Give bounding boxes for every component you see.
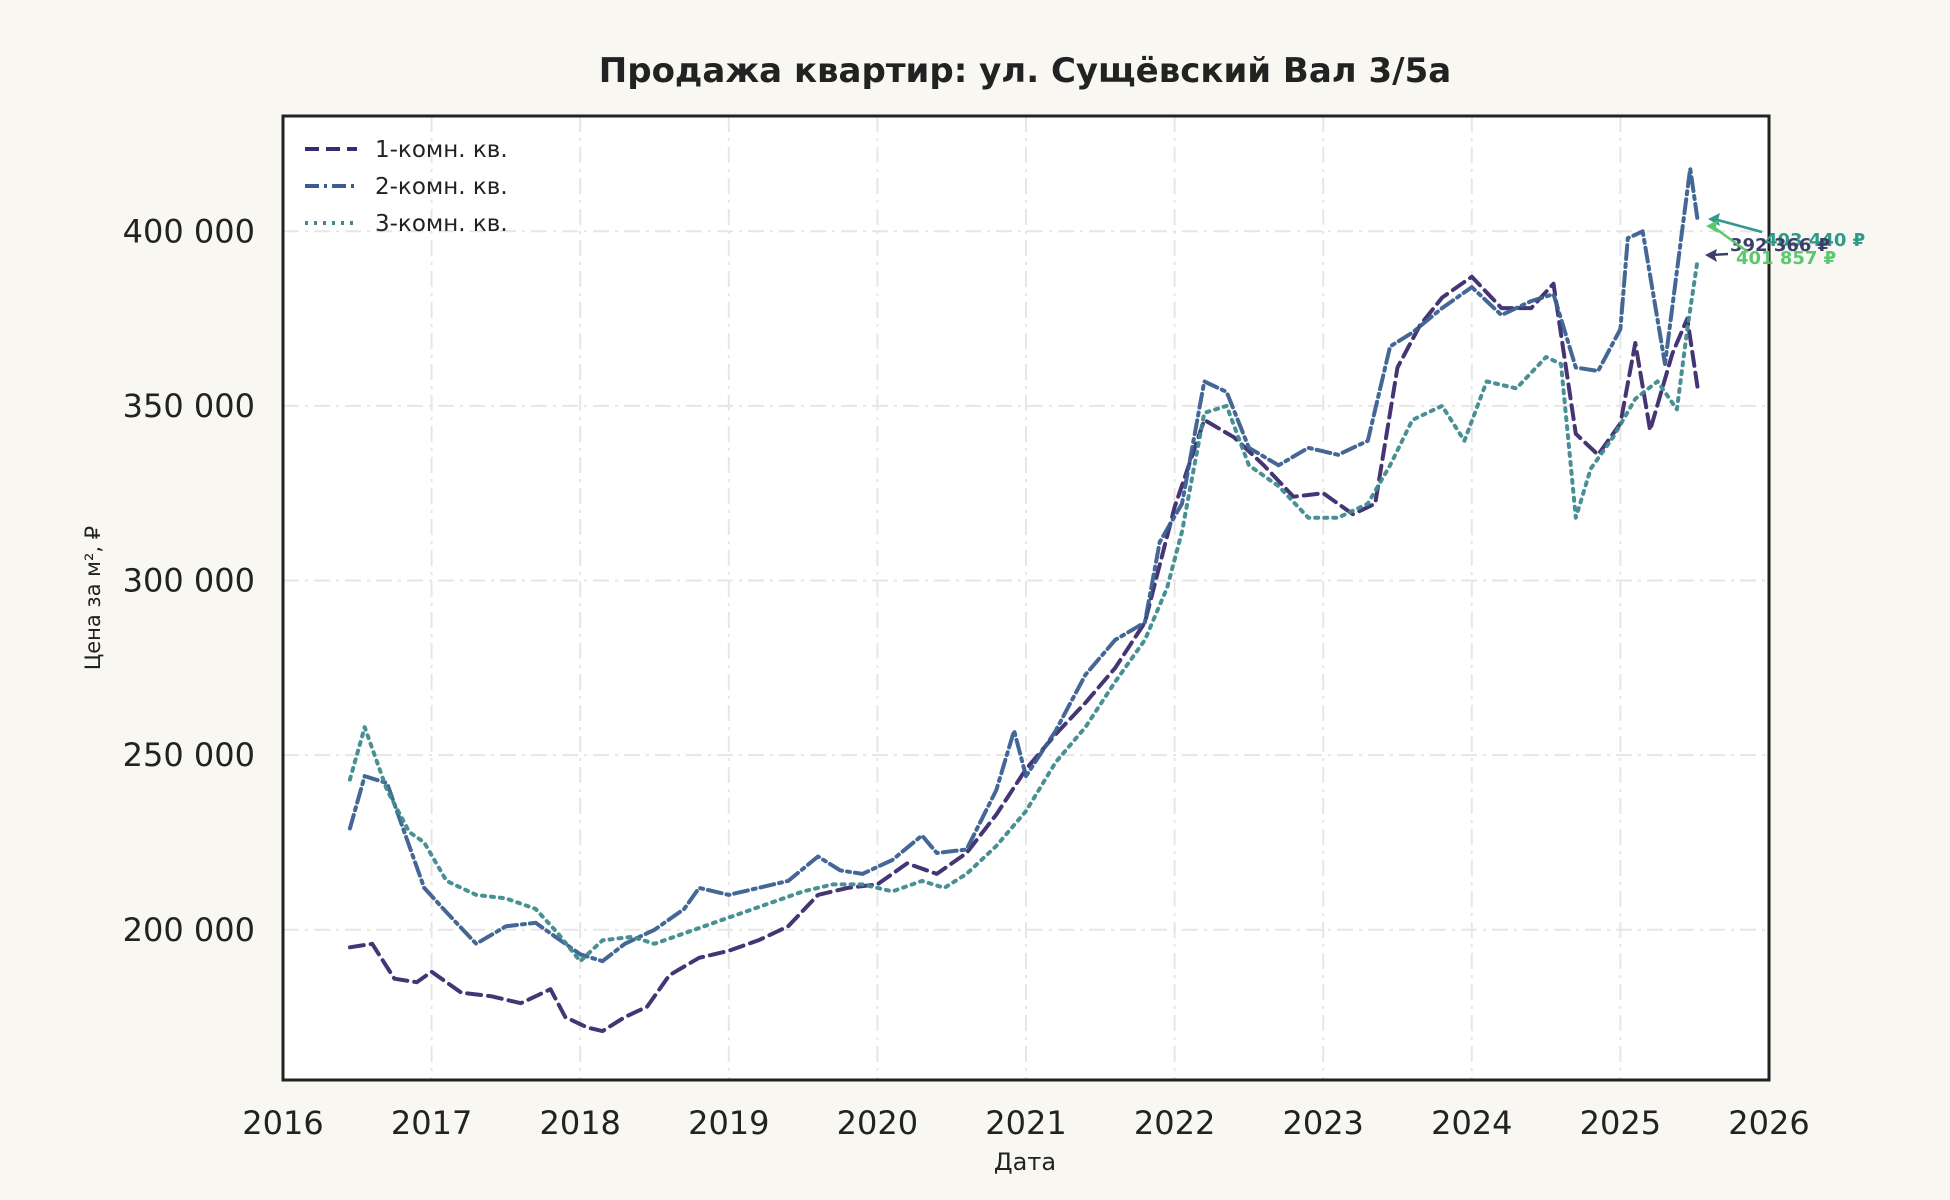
chart-title: Продажа квартир: ул. Сущёвский Вал 3/5а — [599, 51, 1451, 91]
y-tick-label: 300 000 — [123, 562, 255, 600]
annotation-label: 401 857 ₽ — [1736, 248, 1836, 269]
annotation-arrow — [1711, 224, 1749, 254]
x-tick-label: 2026 — [1728, 1104, 1809, 1142]
x-tick-label: 2025 — [1580, 1104, 1661, 1142]
x-tick-label: 2016 — [242, 1104, 323, 1142]
x-tick-label: 2022 — [1134, 1104, 1215, 1142]
legend-label: 3-комн. кв. — [375, 211, 508, 237]
x-tick-label: 2019 — [688, 1104, 769, 1142]
legend: 1-комн. кв. 2-комн. кв. 3-комн. кв. — [305, 137, 508, 237]
annotation-arrowhead — [1706, 220, 1718, 233]
series-layer — [347, 166, 1700, 1034]
y-tick-label: 250 000 — [123, 736, 255, 774]
annotation-label: 403 440 ₽ — [1765, 230, 1865, 251]
y-axis-label: Цена за м², ₽ — [81, 526, 105, 670]
y-tick-label: 350 000 — [123, 387, 255, 425]
series-line-1 — [347, 274, 1700, 1034]
x-tick-label: 2023 — [1282, 1104, 1363, 1142]
annotation-arrow — [1713, 217, 1763, 234]
x-tick-label: 2020 — [837, 1104, 918, 1142]
x-tick-label: 2017 — [391, 1104, 472, 1142]
x-tick-label: 2018 — [539, 1104, 620, 1142]
y-tick-label: 200 000 — [123, 911, 255, 949]
y-tick-label: 400 000 — [123, 212, 255, 250]
x-tick-label: 2021 — [985, 1104, 1066, 1142]
x-axis-label: Дата — [994, 1148, 1056, 1176]
x-tick-label: 2024 — [1431, 1104, 1512, 1142]
legend-label: 2-комн. кв. — [375, 174, 508, 200]
series-line-2 — [347, 166, 1700, 964]
x-axis: 2016 2017 2018 2019 2020 2021 2022 2023 2024 2025… — [242, 1104, 1809, 1142]
annotations: 403 440 ₽392 366 ₽401 857 ₽ — [1705, 213, 1865, 269]
y-axis: 200 000 250 000 300 000 350 000 400 000 — [123, 212, 255, 949]
annotation-arrowhead — [1705, 249, 1717, 262]
legend-label: 1-комн. кв. — [375, 137, 508, 163]
annotation-label: 392 366 ₽ — [1730, 235, 1830, 256]
plot-frame — [281, 114, 1771, 1082]
series-line-3 — [347, 257, 1700, 964]
